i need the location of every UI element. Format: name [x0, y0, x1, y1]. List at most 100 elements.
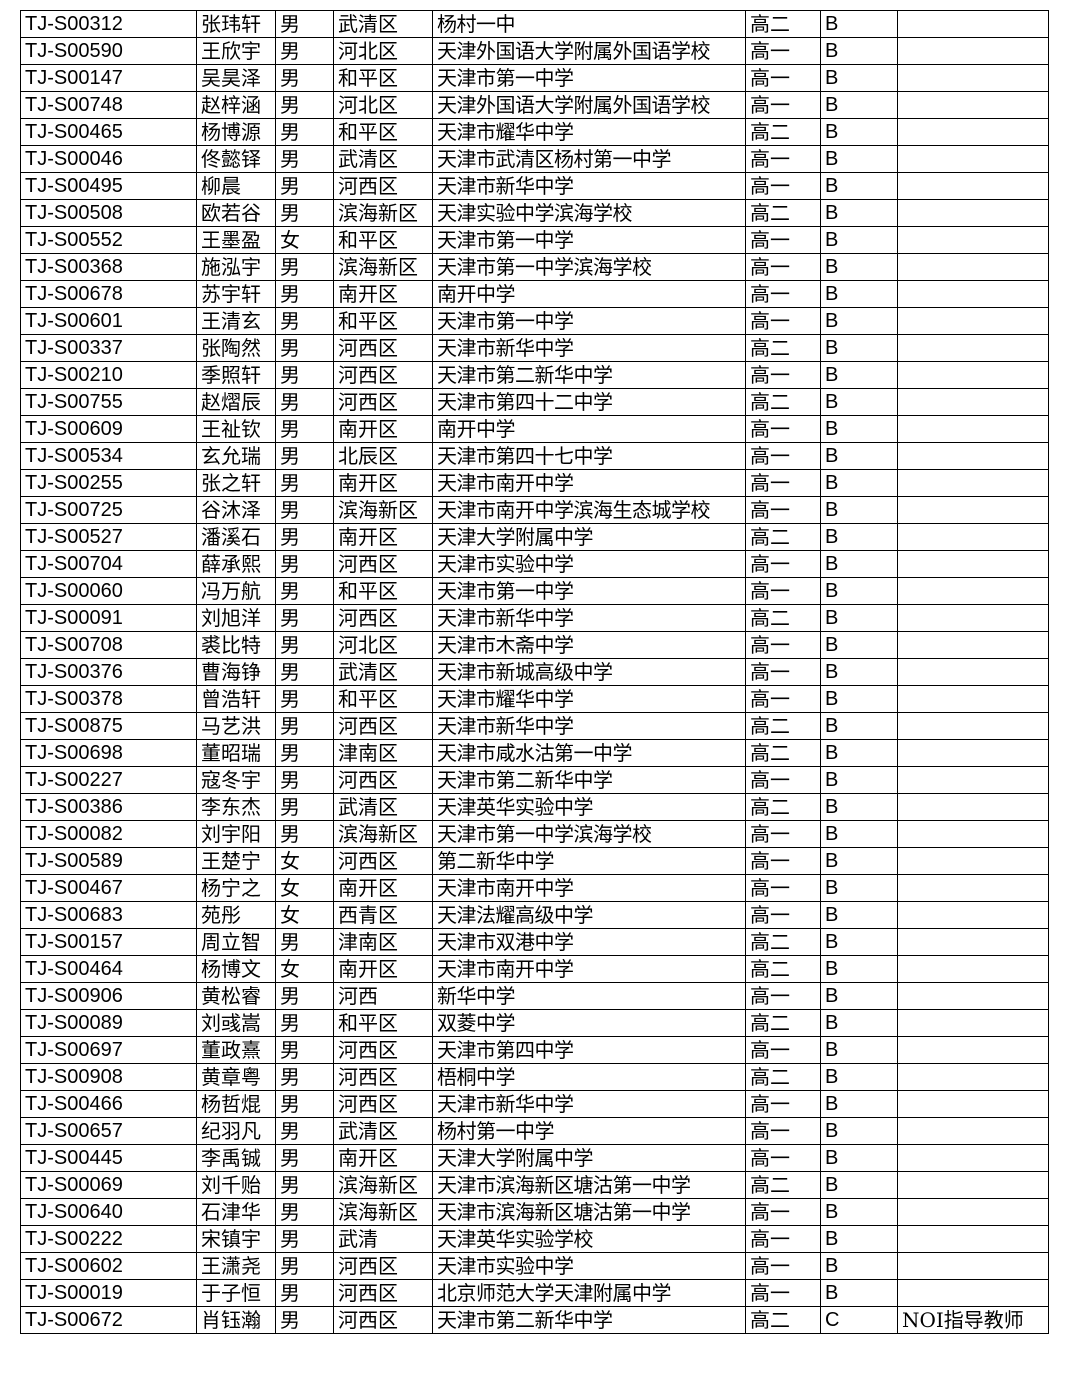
gender-cell: 男: [275, 1063, 334, 1091]
grade-cell: 高一: [745, 982, 821, 1010]
level-cell: B: [820, 1171, 898, 1199]
table-row: TJ-S00255 张之轩男南开区 天津市南开中学 高一 B: [20, 469, 1049, 497]
student-id-cell: TJ-S00060: [20, 577, 197, 605]
student-id-cell: TJ-S00875: [20, 712, 197, 740]
level-cell: B: [820, 712, 898, 740]
school-cell: 天津外国语大学附属外国语学校: [432, 91, 746, 119]
student-name-cell: 王清玄: [196, 307, 276, 335]
level-cell: B: [820, 631, 898, 659]
note-cell: [897, 1171, 1049, 1199]
student-id-cell: TJ-S00368: [20, 253, 197, 281]
level-cell: B: [820, 685, 898, 713]
school-cell: 天津市第二新华中学: [432, 766, 746, 794]
note-cell: [897, 712, 1049, 740]
level-cell: B: [820, 91, 898, 119]
district-cell: 西青区: [333, 901, 433, 929]
student-name-cell: 王欣宇: [196, 37, 276, 65]
student-id-cell: TJ-S00672: [20, 1306, 197, 1334]
student-name-cell: 张之轩: [196, 469, 276, 497]
student-name-cell: 宋镇宇: [196, 1225, 276, 1253]
table-row: TJ-S00465 杨博源男和平区 天津市耀华中学 高二 B: [20, 118, 1049, 146]
gender-cell: 男: [275, 469, 334, 497]
student-id-cell: TJ-S00708: [20, 631, 197, 659]
school-cell: 新华中学: [432, 982, 746, 1010]
level-cell: B: [820, 1279, 898, 1307]
student-name-cell: 曹海铮: [196, 658, 276, 686]
student-name-cell: 苑彤: [196, 901, 276, 929]
district-cell: 河西区: [333, 172, 433, 200]
student-id-cell: TJ-S00589: [20, 847, 197, 875]
school-cell: 天津市滨海新区塘沽第一中学: [432, 1171, 746, 1199]
note-cell: [897, 658, 1049, 686]
gender-cell: 男: [275, 280, 334, 308]
note-cell: [897, 388, 1049, 416]
district-cell: 南开区: [333, 1144, 433, 1172]
district-cell: 和平区: [333, 118, 433, 146]
student-id-cell: TJ-S00222: [20, 1225, 197, 1253]
grade-cell: 高一: [745, 442, 821, 470]
table-row: TJ-S00445 李禹铖男南开区 天津大学附属中学 高一 B: [20, 1144, 1049, 1172]
gender-cell: 男: [275, 253, 334, 281]
school-cell: 天津市木斋中学: [432, 631, 746, 659]
grade-cell: 高二: [745, 10, 821, 38]
note-cell: [897, 199, 1049, 227]
student-name-cell: 王墨盈: [196, 226, 276, 254]
table-row: TJ-S00657 纪羽凡男武清区 杨村第一中学 高一 B: [20, 1117, 1049, 1145]
student-name-cell: 张玮轩: [196, 10, 276, 38]
school-cell: 北京师范大学天津附属中学: [432, 1279, 746, 1307]
gender-cell: 男: [275, 928, 334, 956]
gender-cell: 男: [275, 793, 334, 821]
grade-cell: 高一: [745, 901, 821, 929]
note-cell: [897, 280, 1049, 308]
table-row: TJ-S00312 张玮轩男武清区 杨村一中 高二 B: [20, 10, 1049, 38]
school-cell: 南开中学: [432, 280, 746, 308]
table-body: TJ-S00312 张玮轩男武清区 杨村一中 高二 B TJ-S00590 王欣宇男河北区天…: [20, 10, 1049, 1334]
student-id-cell: TJ-S00046: [20, 145, 197, 173]
student-name-cell: 王潇尧: [196, 1252, 276, 1280]
school-cell: 双菱中学: [432, 1009, 746, 1037]
student-id-cell: TJ-S00157: [20, 928, 197, 956]
student-id-cell: TJ-S00657: [20, 1117, 197, 1145]
student-id-cell: TJ-S00725: [20, 496, 197, 524]
table-row: TJ-S00698 董昭瑞男津南区 天津市咸水沽第一中学 高二 B: [20, 739, 1049, 767]
student-name-cell: 杨博源: [196, 118, 276, 146]
grade-cell: 高一: [745, 658, 821, 686]
level-cell: B: [820, 307, 898, 335]
student-id-cell: TJ-S00552: [20, 226, 197, 254]
grade-cell: 高一: [745, 550, 821, 578]
student-id-cell: TJ-S00508: [20, 199, 197, 227]
results-table: TJ-S00312 张玮轩男武清区 杨村一中 高二 B TJ-S00590 王欣宇男河北区天…: [20, 10, 1049, 1334]
school-cell: 天津市第四十二中学: [432, 388, 746, 416]
grade-cell: 高一: [745, 496, 821, 524]
level-cell: B: [820, 118, 898, 146]
student-name-cell: 冯万航: [196, 577, 276, 605]
level-cell: B: [820, 955, 898, 983]
school-cell: 天津大学附属中学: [432, 1144, 746, 1172]
student-id-cell: TJ-S00467: [20, 874, 197, 902]
district-cell: 武清区: [333, 1117, 433, 1145]
school-cell: 天津市南开中学: [432, 955, 746, 983]
grade-cell: 高二: [745, 604, 821, 632]
grade-cell: 高二: [745, 1171, 821, 1199]
student-name-cell: 曾浩轩: [196, 685, 276, 713]
table-row: TJ-S00755 赵熠辰男河西区 天津市第四十二中学 高二 B: [20, 388, 1049, 416]
student-id-cell: TJ-S00378: [20, 685, 197, 713]
table-row: TJ-S00386 李东杰男武清区 天津英华实验中学 高二 B: [20, 793, 1049, 821]
student-id-cell: TJ-S00147: [20, 64, 197, 92]
gender-cell: 男: [275, 1171, 334, 1199]
student-id-cell: TJ-S00466: [20, 1090, 197, 1118]
gender-cell: 男: [275, 118, 334, 146]
level-cell: B: [820, 1036, 898, 1064]
district-cell: 滨海新区: [333, 253, 433, 281]
note-cell: [897, 766, 1049, 794]
school-cell: 天津实验中学滨海学校: [432, 199, 746, 227]
note-cell: [897, 631, 1049, 659]
table-row: TJ-S00060 冯万航男和平区 天津市第一中学 高一 B: [20, 577, 1049, 605]
note-cell: [897, 1252, 1049, 1280]
school-cell: 天津市第二新华中学: [432, 361, 746, 389]
table-row: TJ-S00019 于子恒男河西区 北京师范大学天津附属中学 高一 B: [20, 1279, 1049, 1307]
grade-cell: 高一: [745, 307, 821, 335]
level-cell: B: [820, 739, 898, 767]
school-cell: 天津市新华中学: [432, 334, 746, 362]
student-name-cell: 刘旭洋: [196, 604, 276, 632]
